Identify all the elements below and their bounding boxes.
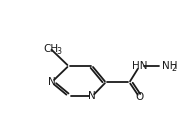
Text: NH: NH	[163, 61, 178, 71]
Text: CH: CH	[43, 44, 58, 54]
Text: 2: 2	[171, 64, 176, 73]
Text: 3: 3	[56, 47, 61, 56]
Text: O: O	[136, 93, 144, 102]
Text: HN: HN	[132, 61, 147, 71]
Text: N: N	[88, 91, 96, 101]
Text: N: N	[48, 77, 55, 87]
